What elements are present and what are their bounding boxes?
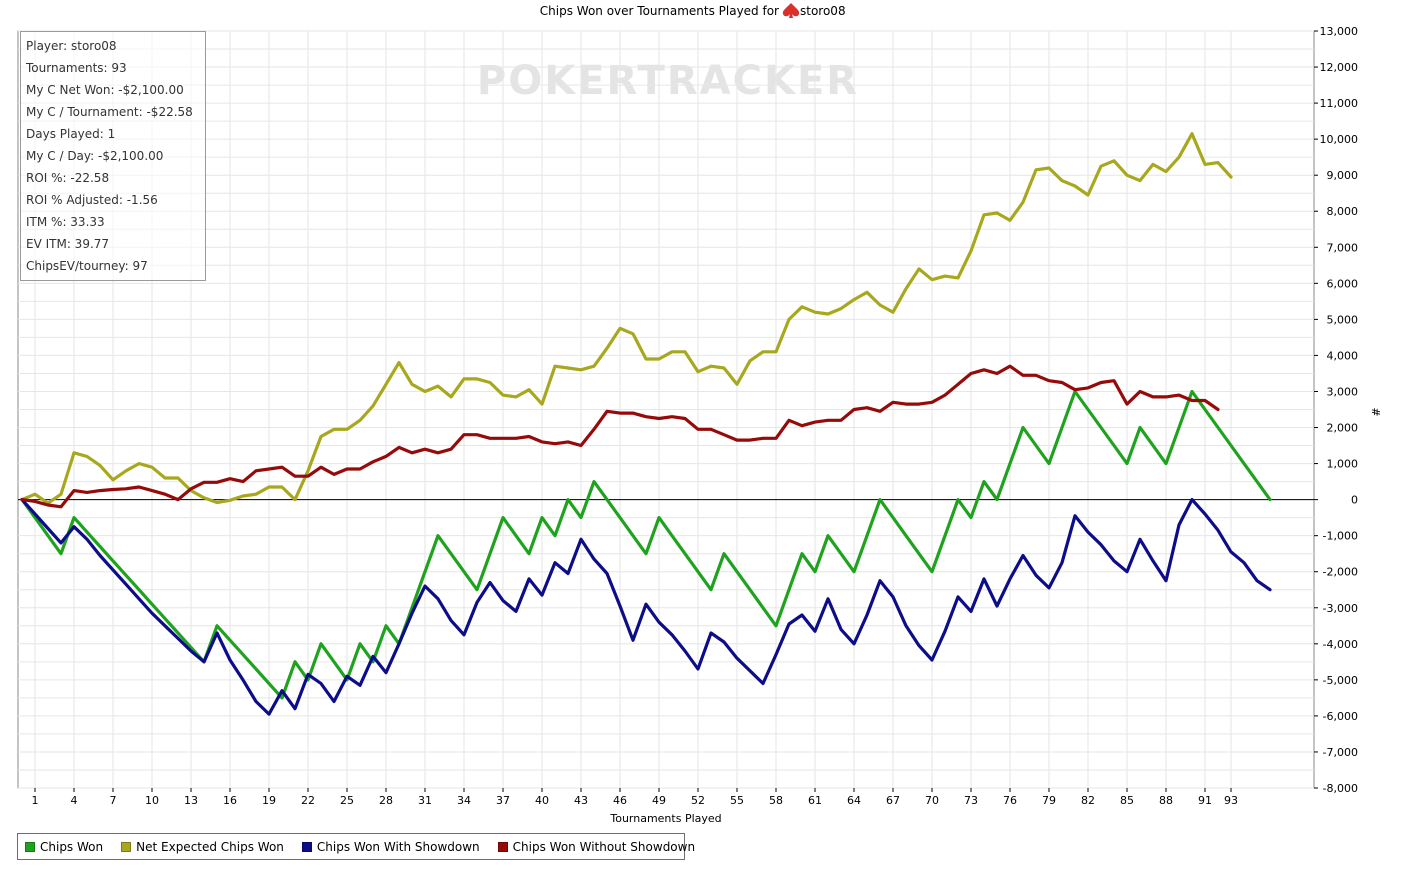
legend-swatch (301, 841, 312, 852)
x-tick-label: 58 (769, 794, 783, 807)
stats-line: My C Net Won: -$2,100.00 (26, 83, 184, 97)
x-tick-label: 1 (32, 794, 39, 807)
legend-label: Chips Won With Showdown (316, 839, 480, 854)
y-tick-label: -1,000 (1323, 530, 1358, 543)
spade-icon (782, 3, 800, 18)
stats-line: ROI % Adjusted: -1.56 (26, 193, 158, 207)
x-axis-label: Tournaments Played (609, 812, 721, 825)
x-tick-label: 34 (457, 794, 471, 807)
stats-line: Tournaments: 93 (26, 61, 127, 75)
y-axis-ticks: 13,000 12,000 11,000 10,000 9,000 8,000 7,000 6… (1314, 25, 1358, 795)
x-tick-label: 25 (340, 794, 354, 807)
grid-lines (18, 30, 1314, 789)
series-line-chips-won-without-showdown (20, 364, 1220, 509)
x-tick-label: 43 (574, 794, 588, 807)
stats-line: EV ITM: 39.77 (26, 237, 110, 251)
x-tick-label: 7 (110, 794, 117, 807)
x-tick-label: 88 (1159, 794, 1173, 807)
y-tick-label: 5,000 (1327, 313, 1359, 326)
y-tick-label: 1,000 (1327, 458, 1359, 471)
y-tick-label: -5,000 (1323, 674, 1358, 687)
y-tick-label: -8,000 (1323, 782, 1358, 795)
x-tick-label: 40 (535, 794, 549, 807)
chart-title: Chips Won over Tournaments Played for st… (540, 3, 846, 18)
x-tick-label: 82 (1081, 794, 1095, 807)
x-tick-label: 85 (1120, 794, 1134, 807)
spade-shape (782, 3, 800, 18)
x-tick-label: 52 (691, 794, 705, 807)
legend: Chips Won Net Expected Chips Won Chips Won… (17, 833, 695, 860)
chart-title-player: storo08 (800, 4, 846, 18)
legend-label: Net Expected Chips Won (136, 839, 284, 854)
x-tick-label: 49 (652, 794, 666, 807)
chart-title-text: Chips Won over Tournaments Played for (540, 4, 779, 18)
x-tick-label: 28 (379, 794, 393, 807)
stats-line: My C / Day: -$2,100.00 (26, 149, 164, 163)
x-tick-label: 31 (418, 794, 432, 807)
legend-item: Chips Won Without Showdown (497, 839, 696, 854)
legend-swatch (497, 841, 508, 852)
series-lines (20, 132, 1272, 716)
legend-swatch (121, 841, 132, 852)
x-tick-label: 91 (1198, 794, 1212, 807)
y-tick-label: 0 (1351, 494, 1358, 507)
x-tick-label: 61 (808, 794, 822, 807)
stats-panel: Player: storo08 Tournaments: 93 My C Net W… (20, 31, 206, 281)
y-tick-label: 7,000 (1327, 241, 1359, 254)
x-tick-label: 46 (613, 794, 627, 807)
legend-item: Chips Won With Showdown (301, 839, 480, 854)
y-axis-label: # (1369, 407, 1382, 416)
x-tick-label: 73 (964, 794, 978, 807)
series-line-chips-won (20, 389, 1272, 700)
y-tick-label: 13,000 (1320, 25, 1359, 38)
y-tick-label: 11,000 (1320, 97, 1359, 110)
stats-line: ROI %: -22.58 (26, 171, 110, 185)
stats-line: ChipsEV/tourney: 97 (26, 259, 148, 273)
legend-swatch (25, 841, 35, 852)
x-tick-label: 64 (847, 794, 861, 807)
series-line-chips-won-with-showdown (20, 498, 1272, 716)
x-tick-label: 16 (223, 794, 237, 807)
y-tick-label: -2,000 (1323, 566, 1358, 579)
x-tick-label: 13 (184, 794, 198, 807)
y-tick-label: 9,000 (1327, 169, 1359, 182)
y-tick-label: 10,000 (1320, 133, 1359, 146)
stats-line: Days Played: 1 (26, 127, 116, 141)
x-tick-label: 70 (925, 794, 939, 807)
legend-label: Chips Won (40, 839, 104, 854)
x-tick-label: 22 (301, 794, 315, 807)
y-tick-label: 6,000 (1327, 277, 1359, 290)
y-tick-label: -4,000 (1323, 638, 1358, 651)
x-tick-label: 19 (262, 794, 276, 807)
y-tick-label: -3,000 (1323, 602, 1358, 615)
x-tick-label: 76 (1003, 794, 1017, 807)
stats-line: ITM %: 33.33 (26, 215, 105, 229)
x-tick-label: 93 (1224, 794, 1238, 807)
y-tick-label: 12,000 (1320, 61, 1359, 74)
legend-item: Chips Won (25, 840, 103, 854)
y-tick-label: -6,000 (1323, 710, 1358, 723)
y-tick-label: 8,000 (1327, 205, 1359, 218)
x-axis-ticks: 1 4 7 10 13 16 19 22 25 28 31 34 37 40 43 46 49 52 55 58 61 6… (32, 788, 1238, 807)
x-tick-label: 79 (1042, 794, 1056, 807)
y-tick-label: -7,000 (1323, 746, 1358, 759)
x-tick-label: 10 (145, 794, 159, 807)
pokertracker-watermark: POKERTRACKER (477, 58, 859, 104)
stats-line: Player: storo08 (26, 39, 117, 53)
legend-item: Net Expected Chips Won (121, 840, 284, 854)
x-tick-label: 37 (496, 794, 510, 807)
y-tick-label: 4,000 (1327, 349, 1359, 362)
y-tick-label: 3,000 (1327, 385, 1359, 398)
x-tick-label: 55 (730, 794, 744, 807)
x-tick-label: 4 (71, 794, 78, 807)
legend-label: Chips Won Without Showdown (512, 839, 696, 854)
series-line-net-expected-chips-won (20, 132, 1233, 505)
y-tick-label: 2,000 (1327, 422, 1359, 435)
x-tick-label: 67 (886, 794, 900, 807)
stats-line: My C / Tournament: -$22.58 (26, 105, 193, 119)
